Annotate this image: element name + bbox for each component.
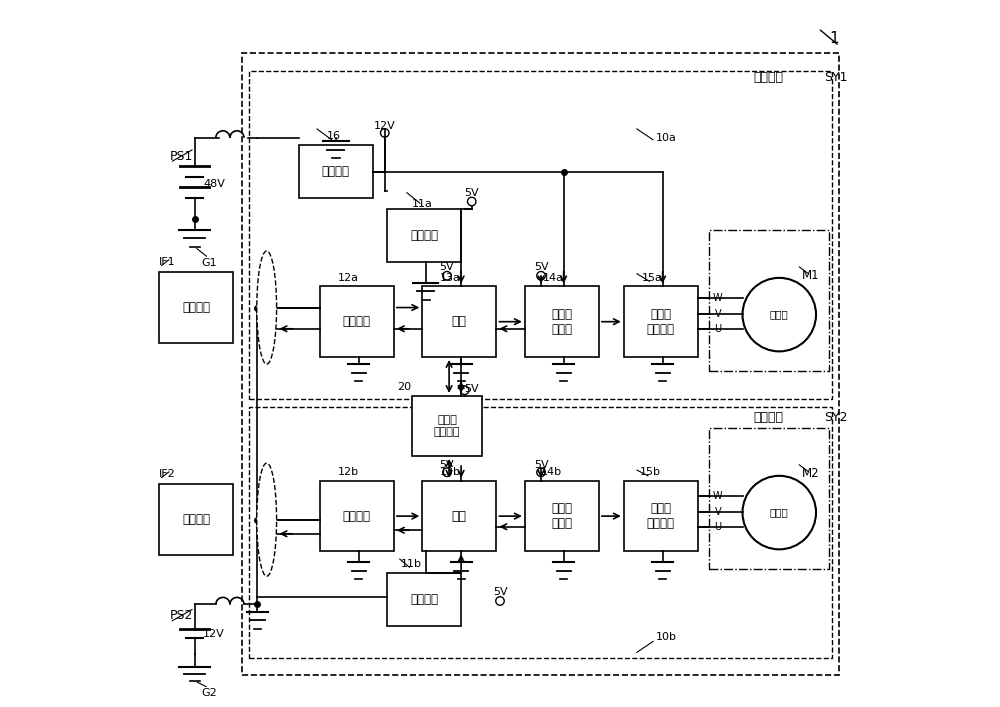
FancyBboxPatch shape (422, 481, 496, 551)
FancyBboxPatch shape (387, 573, 461, 626)
Text: 5V: 5V (534, 460, 548, 470)
Text: SY2: SY2 (824, 411, 848, 423)
Text: M1: M1 (802, 269, 820, 282)
Text: 12V: 12V (203, 629, 225, 639)
Text: 5V: 5V (464, 188, 479, 198)
FancyBboxPatch shape (525, 481, 599, 551)
FancyBboxPatch shape (412, 396, 482, 456)
Text: 外部接口: 外部接口 (182, 513, 210, 526)
FancyBboxPatch shape (624, 286, 698, 357)
Text: 电动机
驱动器: 电动机 驱动器 (551, 502, 572, 530)
Text: 电动机
驱动电路: 电动机 驱动电路 (647, 308, 675, 336)
Text: 5V: 5V (440, 460, 454, 470)
Text: 14b: 14b (541, 467, 562, 477)
Text: 5V: 5V (465, 384, 479, 394)
Text: 5V: 5V (493, 588, 507, 597)
Text: V: V (714, 309, 721, 319)
Text: 外部接口: 外部接口 (182, 301, 210, 314)
Text: W: W (713, 293, 723, 303)
FancyBboxPatch shape (422, 286, 496, 357)
Text: 10b: 10b (656, 632, 677, 642)
Text: U: U (714, 522, 721, 532)
Text: 12a: 12a (337, 273, 358, 283)
Text: 电动机: 电动机 (770, 508, 789, 518)
Text: PS2: PS2 (170, 609, 193, 622)
Text: M2: M2 (802, 467, 820, 480)
Text: 11b: 11b (401, 559, 422, 569)
Text: 系统间
通信电路: 系统间 通信电路 (434, 415, 460, 437)
Text: SY1: SY1 (824, 71, 848, 84)
Text: 14a: 14a (543, 273, 564, 283)
Text: G2: G2 (202, 688, 217, 698)
FancyBboxPatch shape (320, 286, 394, 357)
Text: 15b: 15b (640, 467, 661, 477)
Text: 接口电路: 接口电路 (343, 315, 371, 328)
Text: 15a: 15a (642, 273, 662, 283)
Text: 13b: 13b (440, 467, 461, 477)
Text: 第二系统: 第二系统 (754, 411, 784, 423)
Text: V: V (714, 507, 721, 517)
FancyBboxPatch shape (387, 209, 461, 262)
Text: 电源电路: 电源电路 (410, 228, 438, 242)
Text: 48V: 48V (203, 179, 225, 189)
Text: 电动机
驱动电路: 电动机 驱动电路 (647, 502, 675, 530)
FancyBboxPatch shape (320, 481, 394, 551)
Text: 电动机
驱动器: 电动机 驱动器 (551, 308, 572, 336)
FancyBboxPatch shape (525, 286, 599, 357)
FancyBboxPatch shape (159, 484, 233, 555)
Text: 5V: 5V (534, 262, 548, 272)
Text: 10a: 10a (656, 134, 676, 144)
Text: IF2: IF2 (159, 469, 176, 479)
Text: U: U (714, 325, 721, 334)
Text: 接口电路: 接口电路 (343, 510, 371, 522)
Text: 12V: 12V (374, 121, 396, 131)
Text: 电源电路: 电源电路 (410, 592, 438, 606)
Text: 5V: 5V (440, 262, 454, 272)
Text: PS1: PS1 (170, 150, 193, 163)
Text: 降压电路: 降压电路 (322, 165, 350, 178)
Text: IF1: IF1 (159, 257, 176, 267)
Text: 12b: 12b (337, 467, 359, 477)
Text: 微机: 微机 (452, 315, 467, 328)
FancyBboxPatch shape (159, 272, 233, 343)
FancyBboxPatch shape (624, 481, 698, 551)
Text: 20: 20 (397, 382, 412, 392)
Text: 第一系统: 第一系统 (754, 71, 784, 84)
FancyBboxPatch shape (299, 145, 373, 198)
Text: 13a: 13a (440, 273, 461, 283)
Text: 11a: 11a (412, 199, 433, 209)
Text: 微机: 微机 (452, 510, 467, 522)
Text: 电动机: 电动机 (770, 310, 789, 320)
Text: 1: 1 (830, 31, 839, 46)
Text: W: W (713, 491, 723, 501)
Text: G1: G1 (202, 258, 217, 268)
Text: 16: 16 (327, 132, 341, 141)
Ellipse shape (257, 463, 277, 576)
Ellipse shape (257, 251, 277, 364)
